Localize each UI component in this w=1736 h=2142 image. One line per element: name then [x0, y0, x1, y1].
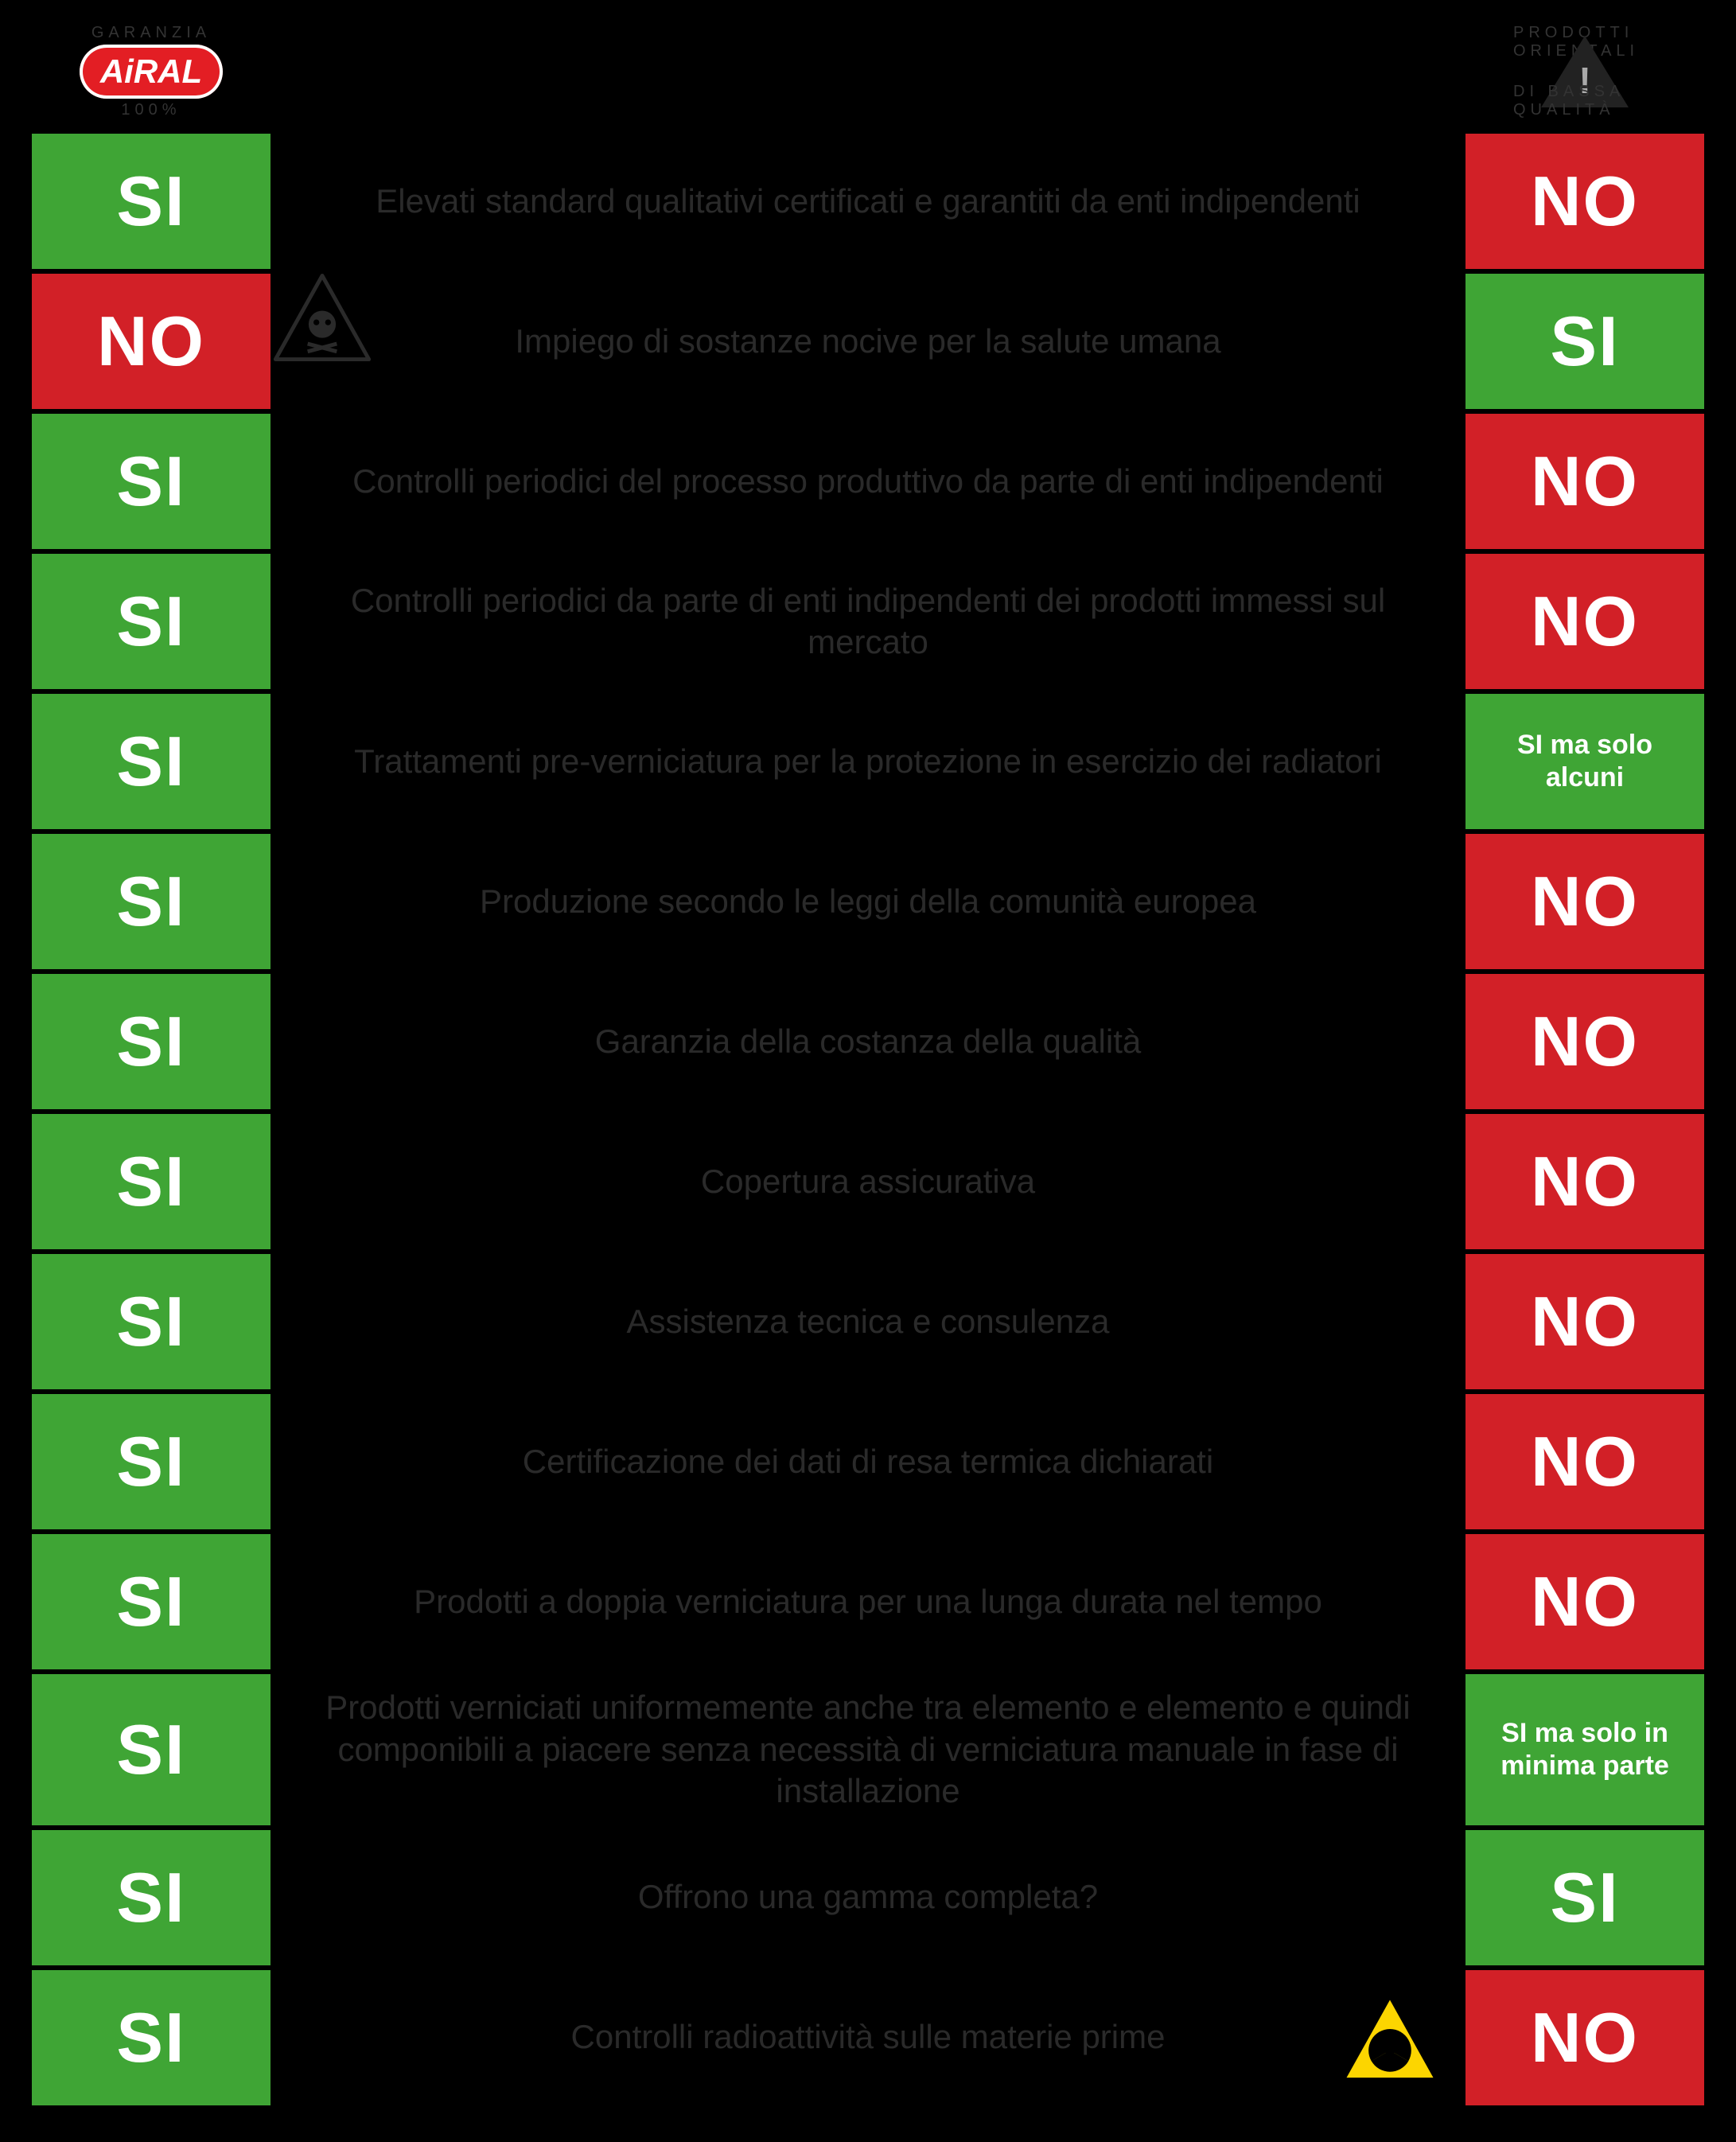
radioactive-hazard-icon [1338, 1994, 1442, 2082]
description-cell: Controlli radioattività sulle materie pr… [271, 1970, 1465, 2105]
left-cell: NO [32, 274, 271, 409]
right-cell: NO [1465, 1114, 1704, 1249]
description-cell: Produzione secondo le leggi della comuni… [271, 834, 1465, 969]
table-row: SI Controlli periodici del processo produ… [32, 414, 1704, 549]
description-cell: Prodotti verniciati uniformemente anche … [271, 1674, 1465, 1825]
table-row: SI Assistenza tecnica e consulenza NO [32, 1254, 1704, 1389]
table-row: SIProdotti verniciati uniformemente anch… [32, 1674, 1704, 1825]
description-cell: Elevati standard qualitativi certificati… [271, 134, 1465, 269]
table-row: SI Prodotti a doppia verniciatura per una… [32, 1534, 1704, 1669]
left-cell: SI [32, 134, 271, 269]
table-row: SI Elevati standard qualitativi certifica… [32, 134, 1704, 269]
right-cell: NO [1465, 414, 1704, 549]
description-cell: Certificazione dei dati di resa termica … [271, 1394, 1465, 1529]
right-cell: SI [1465, 274, 1704, 409]
left-cell: SI [32, 1254, 271, 1389]
skull-hazard-icon [271, 274, 374, 361]
description-text: Certificazione dei dati di resa termica … [523, 1441, 1213, 1483]
left-cell: SI [32, 414, 271, 549]
table-row: NO Impiego di sostanze nocive per la salu… [32, 274, 1704, 409]
right-cell: NO [1465, 134, 1704, 269]
description-text: Prodotti verniciati uniformemente anche … [294, 1687, 1442, 1813]
left-cell: SI [32, 974, 271, 1109]
comparison-table: SI Elevati standard qualitativi certifica… [32, 134, 1704, 2105]
description-cell: Impiego di sostanze nocive per la salute… [271, 274, 1465, 409]
table-row: SI Certificazione dei dati di resa termic… [32, 1394, 1704, 1529]
airal-logo-badge: GARANZIA AiRAL 100% [80, 24, 223, 119]
left-cell: SI [32, 1674, 271, 1825]
table-row: SI Controlli radioattività sulle materie … [32, 1970, 1704, 2105]
table-row: SI Produzione secondo le leggi della comu… [32, 834, 1704, 969]
left-cell: SI [32, 1534, 271, 1669]
right-cell: SI [1465, 1830, 1704, 1965]
description-text: Controlli periodici del processo produtt… [352, 461, 1384, 503]
logo-arc-top: GARANZIA [91, 24, 211, 42]
warn-arc-bottom: DI BASSA QUALITÀ [1513, 83, 1656, 119]
description-cell: Controlli periodici del processo produtt… [271, 414, 1465, 549]
description-text: Impiego di sostanze nocive per la salute… [515, 321, 1220, 363]
left-cell: SI [32, 1394, 271, 1529]
table-row: SI Controlli periodici da parte di enti i… [32, 554, 1704, 689]
description-cell: Assistenza tecnica e consulenza [271, 1254, 1465, 1389]
right-cell: NO [1465, 554, 1704, 689]
description-text: Offrono una gamma completa? [638, 1876, 1098, 1918]
description-text: Trattamenti pre-verniciatura per la prot… [354, 741, 1382, 783]
description-text: Controlli radioattività sulle materie pr… [571, 2016, 1166, 2058]
description-text: Produzione secondo le leggi della comuni… [480, 881, 1256, 923]
right-cell: NO [1465, 1970, 1704, 2105]
airal-logo-text: AiRAL [80, 45, 223, 99]
header-left-logo: GARANZIA AiRAL 100% [32, 24, 271, 119]
left-cell: SI [32, 1114, 271, 1249]
header-right-badge: PRODOTTI ORIENTALI ! DI BASSA QUALITÀ [1465, 24, 1704, 119]
description-cell: Trattamenti pre-verniciatura per la prot… [271, 694, 1465, 829]
description-cell: Prodotti a doppia verniciatura per una l… [271, 1534, 1465, 1669]
left-cell: SI [32, 1830, 271, 1965]
right-cell: NO [1465, 974, 1704, 1109]
right-cell: SI ma solo alcuni [1465, 694, 1704, 829]
header-row: GARANZIA AiRAL 100% PRODOTTI ORIENTALI !… [32, 16, 1704, 127]
right-cell: NO [1465, 834, 1704, 969]
right-cell: SI ma solo in minima parte [1465, 1674, 1704, 1825]
left-cell: SI [32, 1970, 271, 2105]
right-cell: NO [1465, 1254, 1704, 1389]
table-row: SI Copertura assicurativa NO [32, 1114, 1704, 1249]
right-cell: NO [1465, 1394, 1704, 1529]
logo-arc-bottom: 100% [121, 101, 181, 119]
description-text: Controlli periodici da parte di enti ind… [294, 580, 1442, 664]
description-text: Garanzia della costanza della qualità [595, 1021, 1141, 1063]
description-text: Assistenza tecnica e consulenza [626, 1301, 1109, 1343]
description-text: Copertura assicurativa [701, 1161, 1035, 1203]
left-cell: SI [32, 694, 271, 829]
description-text: Elevati standard qualitativi certificati… [376, 181, 1360, 223]
right-cell: NO [1465, 1534, 1704, 1669]
description-text: Prodotti a doppia verniciatura per una l… [414, 1581, 1322, 1623]
table-row: SI Offrono una gamma completa? SI [32, 1830, 1704, 1965]
description-cell: Copertura assicurativa [271, 1114, 1465, 1249]
description-cell: Garanzia della costanza della qualità [271, 974, 1465, 1109]
table-row: SI Garanzia della costanza della qualità N… [32, 974, 1704, 1109]
left-cell: SI [32, 834, 271, 969]
description-cell: Controlli periodici da parte di enti ind… [271, 554, 1465, 689]
table-row: SI Trattamenti pre-verniciatura per la pr… [32, 694, 1704, 829]
description-cell: Offrono una gamma completa? [271, 1830, 1465, 1965]
left-cell: SI [32, 554, 271, 689]
warning-badge: PRODOTTI ORIENTALI ! DI BASSA QUALITÀ [1513, 24, 1656, 119]
